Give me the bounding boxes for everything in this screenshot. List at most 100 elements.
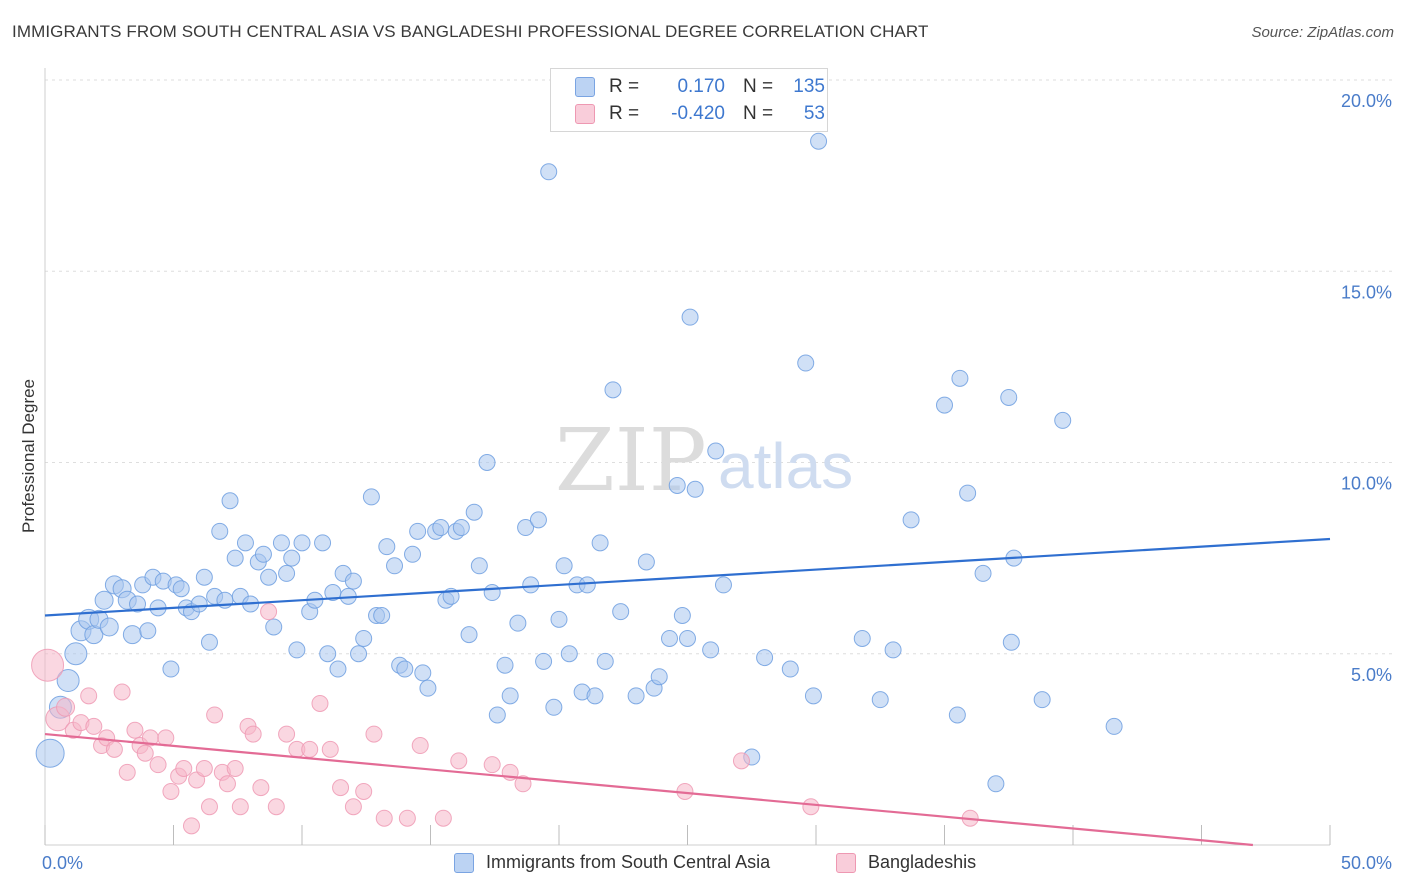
data-point xyxy=(267,798,285,816)
data-point xyxy=(555,557,573,575)
legend-r-value: 0.170 xyxy=(677,76,725,97)
data-point xyxy=(362,488,380,506)
data-point xyxy=(1002,633,1020,651)
data-point xyxy=(293,534,311,552)
series-immigrants xyxy=(35,132,1123,793)
legend-label-bangladeshis: Bangladeshis xyxy=(868,852,977,872)
legend-row-bangladeshis: R = -0.420 N = 53 xyxy=(575,102,825,126)
data-point xyxy=(126,721,144,739)
y-tick-label: 10.0% xyxy=(1341,474,1392,494)
data-point xyxy=(810,132,828,150)
data-point xyxy=(452,519,470,537)
data-point xyxy=(175,760,193,777)
source-label: Source: ZipAtlas.com xyxy=(1251,24,1394,41)
data-point xyxy=(288,641,306,659)
trend-lines xyxy=(44,537,1331,847)
data-point xyxy=(221,492,239,510)
data-point xyxy=(211,522,229,540)
data-point xyxy=(501,687,519,705)
data-point xyxy=(465,503,483,521)
data-point xyxy=(139,622,157,640)
bottom-legend: Immigrants from South Central Asia Bangl… xyxy=(0,852,1406,878)
legend-row-immigrants: R = 0.170 N = 135 xyxy=(575,75,825,99)
data-point xyxy=(375,809,393,827)
data-point xyxy=(483,584,501,602)
data-point xyxy=(396,660,414,678)
data-points xyxy=(31,132,1123,835)
data-point xyxy=(301,740,319,758)
data-point xyxy=(56,669,80,693)
data-point xyxy=(902,511,920,529)
data-point xyxy=(707,442,725,460)
data-point xyxy=(959,484,977,502)
data-point xyxy=(853,629,871,647)
data-point xyxy=(244,725,262,743)
data-point xyxy=(679,629,696,647)
data-point xyxy=(329,660,347,678)
data-point xyxy=(936,396,953,414)
data-point xyxy=(373,607,391,624)
chart-title: IMMIGRANTS FROM SOUTH CENTRAL ASIA VS BA… xyxy=(12,22,929,41)
data-point xyxy=(1105,717,1123,735)
data-point xyxy=(260,568,278,586)
data-point xyxy=(31,648,65,682)
data-point xyxy=(355,629,373,647)
trend-line-bangladeshis xyxy=(44,732,1254,847)
data-point xyxy=(404,545,422,563)
data-point xyxy=(321,740,339,758)
data-point xyxy=(781,660,799,678)
data-point xyxy=(162,782,180,800)
data-point xyxy=(355,782,373,800)
data-point xyxy=(612,603,630,621)
data-point xyxy=(260,603,278,621)
data-point xyxy=(732,752,750,770)
data-point xyxy=(974,564,992,582)
data-point xyxy=(113,683,131,701)
legend-swatch-blue xyxy=(454,852,474,873)
data-point xyxy=(604,381,622,399)
data-point xyxy=(987,775,1005,793)
data-point xyxy=(411,737,429,755)
data-point xyxy=(560,645,578,663)
data-point xyxy=(419,679,437,697)
data-point xyxy=(278,564,296,582)
data-point xyxy=(432,519,450,537)
legend-n-label: N = xyxy=(743,103,774,124)
data-point xyxy=(200,633,218,651)
data-point xyxy=(129,595,147,613)
data-point xyxy=(162,660,180,678)
legend-swatch-pink xyxy=(575,104,595,124)
stats-legend: R = 0.170 N = 135 R = -0.420 N = 53 xyxy=(550,68,828,132)
data-point xyxy=(434,809,452,827)
data-point xyxy=(871,691,889,709)
data-point xyxy=(550,610,568,628)
data-point xyxy=(514,775,532,793)
data-point xyxy=(365,725,383,743)
watermark-zip: ZIP xyxy=(555,411,707,511)
x-tick-label: 0.0% xyxy=(42,853,83,873)
y-axis-label: Professional Degree xyxy=(19,379,38,533)
data-point xyxy=(948,706,966,724)
data-point xyxy=(105,740,123,758)
data-point xyxy=(804,687,822,705)
data-point xyxy=(884,641,902,659)
bottom-legend-bangladeshis: Bangladeshis xyxy=(836,852,976,873)
data-point xyxy=(529,511,547,529)
data-point xyxy=(265,618,283,636)
data-point xyxy=(254,545,272,563)
data-point xyxy=(478,454,496,471)
bottom-legend-immigrants: Immigrants from South Central Asia xyxy=(454,852,770,873)
data-point xyxy=(278,725,296,743)
legend-r-label: R = xyxy=(609,103,640,124)
data-point xyxy=(122,625,142,645)
data-point xyxy=(94,590,114,610)
data-point xyxy=(540,163,558,181)
trend-line-immigrants xyxy=(44,537,1331,617)
legend-r-value: -0.420 xyxy=(671,103,725,124)
data-point xyxy=(1000,388,1018,406)
data-point xyxy=(311,694,329,712)
data-point xyxy=(535,652,553,670)
data-point xyxy=(797,354,815,372)
data-point xyxy=(1054,411,1072,429)
